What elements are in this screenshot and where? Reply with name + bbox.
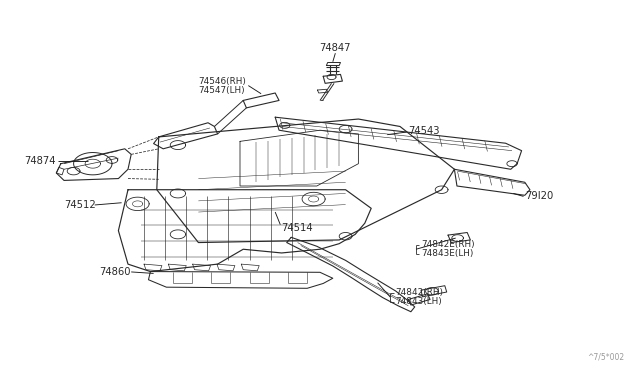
Text: ^7/5*002: ^7/5*002	[587, 353, 624, 362]
Text: 74546(RH): 74546(RH)	[198, 77, 246, 86]
Text: 74543: 74543	[408, 126, 440, 136]
Text: 74847: 74847	[319, 44, 351, 53]
Text: 74842E(RH): 74842E(RH)	[421, 240, 475, 249]
Text: 74843E(LH): 74843E(LH)	[421, 249, 474, 258]
Text: 74512: 74512	[64, 200, 96, 209]
Text: 74842(RH): 74842(RH)	[396, 288, 444, 297]
Text: 74843(LH): 74843(LH)	[396, 297, 442, 306]
Text: 74547(LH): 74547(LH)	[198, 86, 245, 94]
Text: 74514: 74514	[282, 223, 313, 232]
Text: 74860: 74860	[99, 267, 131, 276]
Text: 74874: 74874	[24, 156, 56, 166]
Text: 79I20: 79I20	[525, 192, 553, 201]
